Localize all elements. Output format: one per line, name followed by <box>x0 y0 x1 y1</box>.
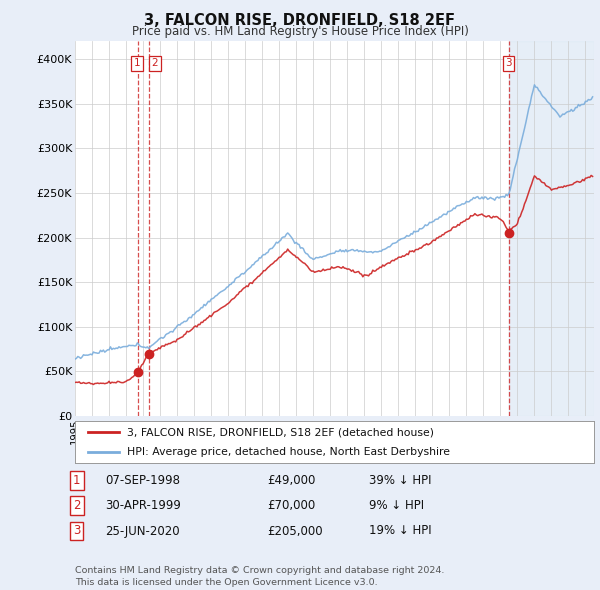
Text: Price paid vs. HM Land Registry's House Price Index (HPI): Price paid vs. HM Land Registry's House … <box>131 25 469 38</box>
Text: 07-SEP-1998: 07-SEP-1998 <box>105 474 180 487</box>
Text: 30-APR-1999: 30-APR-1999 <box>105 499 181 512</box>
Text: HPI: Average price, detached house, North East Derbyshire: HPI: Average price, detached house, Nort… <box>127 447 450 457</box>
Text: 3, FALCON RISE, DRONFIELD, S18 2EF: 3, FALCON RISE, DRONFIELD, S18 2EF <box>145 13 455 28</box>
Text: 19% ↓ HPI: 19% ↓ HPI <box>369 525 431 537</box>
Text: 3: 3 <box>505 58 512 68</box>
Text: 39% ↓ HPI: 39% ↓ HPI <box>369 474 431 487</box>
Bar <box>509 41 594 416</box>
Text: £70,000: £70,000 <box>267 499 315 512</box>
Text: 2: 2 <box>151 58 158 68</box>
Text: 3: 3 <box>73 525 80 537</box>
Text: £205,000: £205,000 <box>267 525 323 537</box>
Text: £49,000: £49,000 <box>267 474 316 487</box>
Text: 3, FALCON RISE, DRONFIELD, S18 2EF (detached house): 3, FALCON RISE, DRONFIELD, S18 2EF (deta… <box>127 427 434 437</box>
Text: Contains HM Land Registry data © Crown copyright and database right 2024.
This d: Contains HM Land Registry data © Crown c… <box>75 566 445 587</box>
Text: 2: 2 <box>73 499 80 512</box>
Text: 9% ↓ HPI: 9% ↓ HPI <box>369 499 424 512</box>
Text: 1: 1 <box>134 58 140 68</box>
Text: 25-JUN-2020: 25-JUN-2020 <box>105 525 179 537</box>
Text: 1: 1 <box>73 474 80 487</box>
